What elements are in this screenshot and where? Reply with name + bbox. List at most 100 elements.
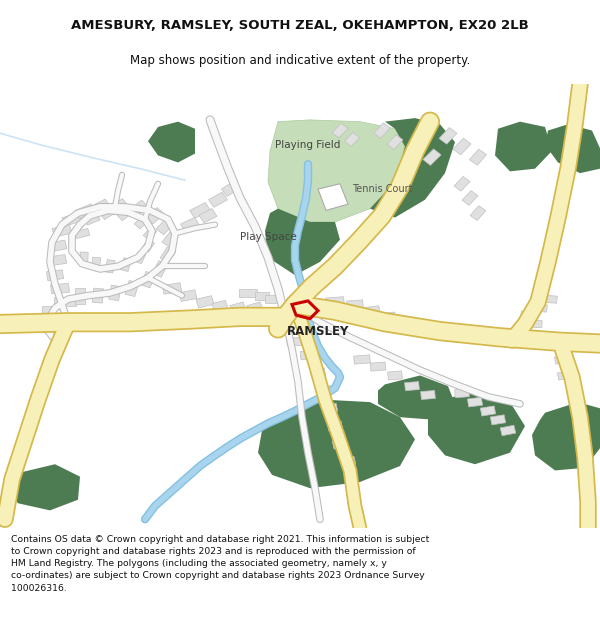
Bar: [54, 298, 76, 306]
Bar: [421, 391, 436, 399]
Polygon shape: [545, 124, 600, 173]
Bar: [121, 258, 131, 271]
Text: Tennis Court: Tennis Court: [352, 184, 413, 194]
Bar: [542, 295, 557, 303]
Polygon shape: [370, 118, 455, 218]
Bar: [470, 206, 486, 221]
Polygon shape: [495, 122, 552, 171]
Bar: [340, 456, 356, 467]
Polygon shape: [268, 120, 405, 222]
Bar: [380, 312, 396, 322]
Bar: [554, 355, 569, 364]
Bar: [387, 135, 403, 149]
Bar: [397, 318, 413, 327]
Bar: [143, 227, 157, 240]
Bar: [90, 199, 110, 214]
Bar: [455, 389, 469, 398]
Bar: [451, 328, 466, 338]
Bar: [533, 304, 547, 312]
Bar: [411, 137, 429, 153]
Bar: [49, 254, 67, 266]
Bar: [322, 403, 338, 413]
Bar: [557, 371, 572, 380]
Bar: [490, 415, 506, 425]
Bar: [146, 208, 164, 224]
Bar: [152, 261, 168, 278]
Polygon shape: [532, 402, 600, 471]
Bar: [287, 337, 304, 346]
Bar: [190, 202, 210, 218]
Text: Playing Field: Playing Field: [275, 140, 341, 150]
Bar: [548, 333, 562, 341]
Bar: [470, 330, 485, 339]
Bar: [75, 288, 85, 304]
Bar: [156, 218, 174, 234]
Polygon shape: [265, 209, 340, 275]
Bar: [199, 209, 217, 223]
Bar: [310, 368, 326, 378]
Polygon shape: [148, 122, 195, 162]
Bar: [439, 127, 457, 144]
Bar: [247, 302, 263, 314]
Text: Play Space: Play Space: [239, 232, 296, 242]
Bar: [515, 325, 529, 332]
Bar: [328, 421, 343, 431]
Bar: [500, 425, 516, 436]
Bar: [538, 339, 553, 348]
Polygon shape: [318, 184, 348, 211]
Bar: [160, 247, 176, 262]
Bar: [196, 296, 214, 308]
Bar: [105, 259, 115, 273]
Bar: [230, 302, 246, 314]
Bar: [317, 386, 332, 396]
Bar: [255, 292, 269, 299]
Bar: [140, 271, 155, 288]
Bar: [344, 132, 359, 146]
Bar: [467, 398, 482, 407]
Bar: [454, 176, 470, 191]
Bar: [415, 321, 430, 331]
Bar: [142, 239, 154, 252]
Bar: [117, 208, 133, 221]
Bar: [332, 439, 348, 449]
Bar: [181, 217, 199, 232]
Bar: [326, 297, 344, 307]
Bar: [488, 330, 502, 339]
Bar: [453, 138, 471, 155]
Bar: [404, 382, 419, 391]
Bar: [91, 257, 101, 270]
Bar: [128, 200, 148, 217]
Bar: [50, 283, 70, 294]
Bar: [92, 288, 104, 303]
Bar: [462, 191, 478, 205]
Bar: [46, 270, 64, 281]
Bar: [52, 224, 72, 237]
Polygon shape: [8, 464, 80, 511]
Text: Contains OS data © Crown copyright and database right 2021. This information is : Contains OS data © Crown copyright and d…: [11, 535, 429, 592]
Bar: [80, 252, 88, 263]
Bar: [62, 213, 82, 226]
Bar: [353, 355, 370, 364]
Polygon shape: [378, 376, 455, 420]
Polygon shape: [258, 399, 415, 488]
Bar: [370, 362, 386, 371]
Bar: [162, 232, 178, 248]
Bar: [503, 329, 517, 337]
Bar: [162, 282, 182, 294]
Bar: [74, 229, 90, 239]
Polygon shape: [428, 391, 525, 464]
Bar: [423, 149, 441, 166]
Bar: [374, 123, 390, 138]
Bar: [75, 204, 95, 219]
Bar: [179, 290, 197, 301]
Bar: [108, 199, 128, 215]
Bar: [100, 207, 116, 219]
Bar: [84, 213, 100, 225]
Bar: [134, 251, 146, 264]
Text: AMESBURY, RAMSLEY, SOUTH ZEAL, OKEHAMPTON, EX20 2LB: AMESBURY, RAMSLEY, SOUTH ZEAL, OKEHAMPTO…: [71, 19, 529, 32]
Bar: [469, 149, 487, 165]
Bar: [364, 306, 380, 316]
Text: RAMSLEY: RAMSLEY: [287, 324, 349, 338]
Bar: [521, 311, 535, 319]
Bar: [134, 215, 150, 229]
